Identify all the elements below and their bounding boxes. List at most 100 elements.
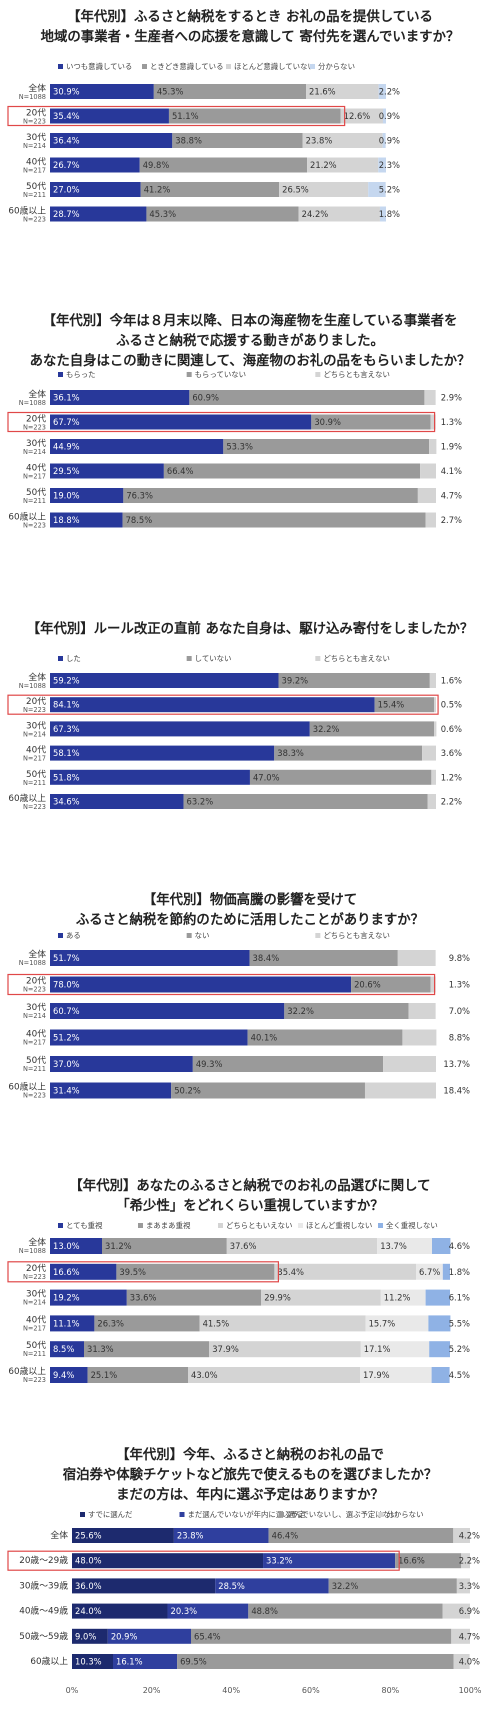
- value-label: 1.2%: [441, 772, 462, 782]
- bar-segment: [50, 182, 141, 197]
- value-label: 31.3%: [87, 1344, 114, 1354]
- bar-segment: [430, 976, 436, 993]
- bar-segment: [360, 1341, 430, 1358]
- bar-segment: [377, 1238, 432, 1254]
- bar-segment: [263, 1553, 396, 1569]
- bar-segment: [146, 206, 299, 222]
- category-label: 60歳以上: [8, 792, 46, 804]
- bar-segment: [199, 1315, 366, 1332]
- bar-segment: [191, 1628, 452, 1644]
- bar-segment: [382, 108, 386, 124]
- category-label: 50歳～59歳: [19, 1630, 68, 1642]
- chart-title: 【年代別】ふるさと納税をするとき お礼の品を提供している 地域の事業者・生産者へ…: [40, 10, 460, 45]
- bar-segment: [425, 1289, 450, 1306]
- bar-segment: [209, 1341, 361, 1358]
- sample-size-label: N=214: [23, 1299, 46, 1307]
- bar-segment: [177, 1654, 454, 1669]
- legend-label: ほとんど意識していない: [234, 62, 315, 71]
- value-label: 7.0%: [449, 1006, 470, 1016]
- value-label: 58.1%: [53, 748, 80, 758]
- value-label: 12.6%: [344, 111, 371, 121]
- value-label: 21.6%: [309, 87, 336, 97]
- sample-size-label: N=217: [23, 1039, 46, 1047]
- value-label: 63.2%: [187, 797, 214, 807]
- value-label: 11.2%: [384, 1293, 411, 1303]
- legend-swatch: [58, 1223, 63, 1228]
- value-label: 8.8%: [449, 1033, 470, 1043]
- bar-segment: [247, 1029, 403, 1046]
- chart-legend: ある ない どちらとも言えない: [58, 931, 390, 940]
- value-label: 0.9%: [379, 136, 400, 146]
- value-label: 60.7%: [53, 1006, 80, 1016]
- value-label: 51.2%: [53, 1033, 80, 1043]
- value-label: 28.7%: [53, 209, 80, 219]
- bar-segment: [50, 721, 310, 737]
- bar-segment: [167, 1603, 249, 1619]
- value-label: 5.2%: [449, 1344, 470, 1354]
- legend-label: 全く重視しない: [386, 1221, 438, 1230]
- category-label: 50代: [26, 487, 46, 498]
- sample-size-label: N=1088: [19, 93, 46, 101]
- value-label: 15.7%: [369, 1318, 396, 1328]
- value-label: 15.4%: [378, 700, 405, 710]
- value-label: 78.0%: [53, 980, 80, 990]
- category-label: 50代: [26, 1055, 46, 1066]
- bar-segment: [50, 84, 154, 99]
- bar-segment: [50, 769, 250, 785]
- bar-segment: [72, 1603, 168, 1619]
- value-label: 26.5%: [282, 185, 309, 195]
- value-label: 1.3%: [441, 417, 462, 427]
- bar-segment: [163, 463, 421, 479]
- x-tick-label: 0%: [66, 1686, 79, 1695]
- value-label: 59.2%: [53, 676, 80, 686]
- legend-label: まあまあ重視: [146, 1221, 191, 1230]
- legend-swatch: [315, 656, 321, 661]
- value-label: 1.3%: [449, 980, 470, 990]
- category-label: 60歳以上: [30, 1655, 68, 1667]
- category-label: 40代: [26, 1029, 46, 1040]
- sample-size-label: N=1088: [19, 959, 46, 967]
- value-label: 38.8%: [175, 136, 202, 146]
- value-label: 4.2%: [459, 1531, 480, 1541]
- legend-swatch: [80, 1512, 85, 1517]
- bar-segment: [420, 463, 436, 479]
- legend-swatch: [58, 64, 63, 69]
- bar-segment: [50, 950, 250, 966]
- value-label: 60.9%: [192, 393, 219, 403]
- value-label: 6.9%: [459, 1606, 480, 1616]
- bar-segment: [417, 488, 436, 503]
- value-label: 11.1%: [53, 1318, 80, 1328]
- value-label: 18.8%: [53, 515, 80, 525]
- value-label: 37.6%: [230, 1241, 257, 1251]
- bar-segment: [50, 439, 224, 454]
- value-label: 67.7%: [53, 417, 80, 427]
- value-label: 66.4%: [167, 466, 194, 476]
- value-label: 31.4%: [53, 1086, 80, 1096]
- bar-segment: [261, 1289, 381, 1306]
- value-label: 40.1%: [251, 1033, 278, 1043]
- category-label: 40歳～49歳: [19, 1605, 68, 1617]
- bar-segment: [434, 697, 436, 713]
- value-label: 49.3%: [196, 1059, 223, 1069]
- value-label: 2.3%: [379, 160, 400, 170]
- value-label: 38.3%: [277, 748, 304, 758]
- bar-segment: [50, 697, 375, 713]
- value-label: 31.2%: [105, 1241, 132, 1251]
- bar-segment: [50, 133, 173, 148]
- value-label: 20.6%: [354, 980, 381, 990]
- bar-segment: [442, 1263, 450, 1280]
- value-label: 4.7%: [441, 491, 462, 501]
- sample-size-label: N=1088: [19, 1247, 46, 1255]
- sample-size-label: N=217: [23, 167, 46, 175]
- bar-segment: [284, 1003, 409, 1019]
- value-label: 35.4%: [277, 1267, 304, 1277]
- sample-size-label: N=214: [23, 730, 46, 738]
- bar-segment: [379, 206, 386, 222]
- bar-segment: [380, 1289, 426, 1306]
- category-label: 全体: [28, 948, 46, 960]
